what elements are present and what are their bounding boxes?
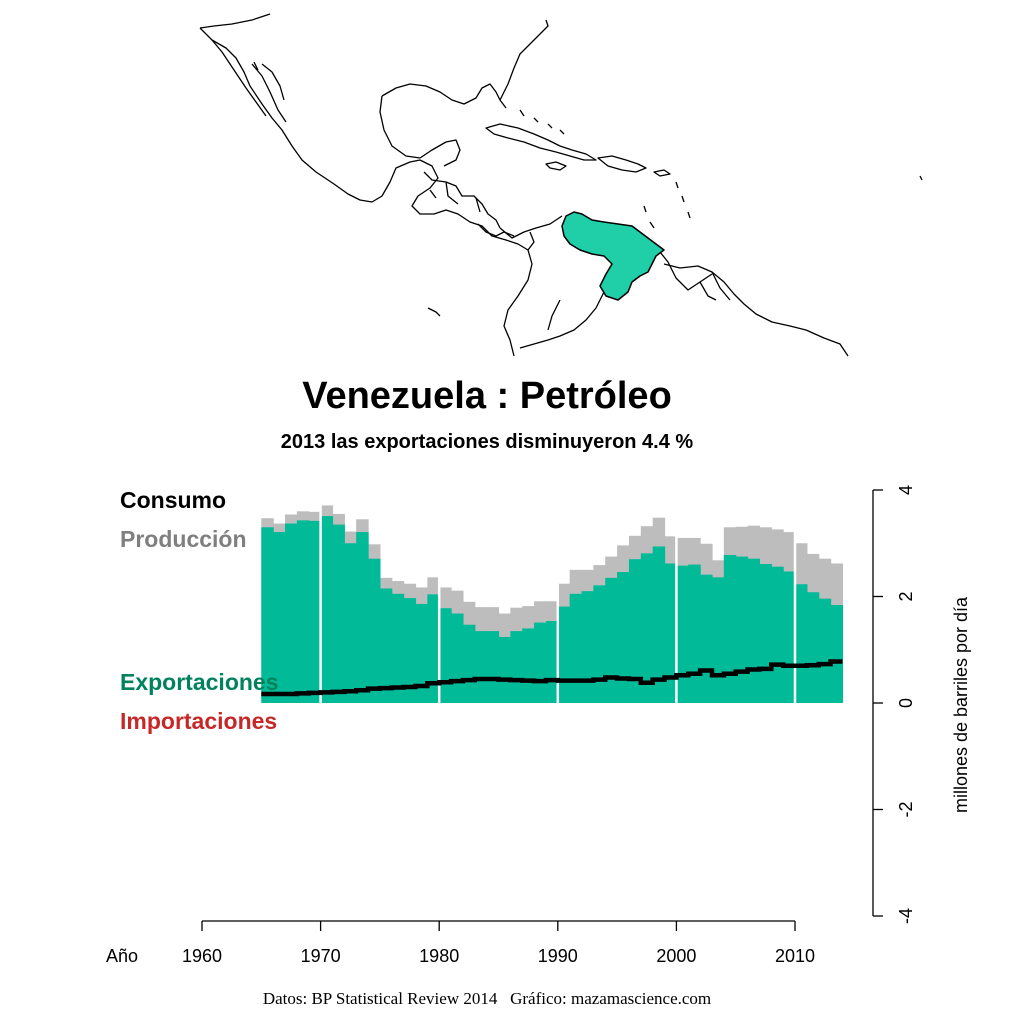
exports-bar [806,592,820,703]
exports-bar [332,524,345,703]
cuba [485,123,597,161]
puerto-rico [653,169,671,177]
panama [477,223,515,237]
exports-bar [688,564,701,703]
y-tick-label: 0 [896,698,916,708]
exports-bar [545,620,559,703]
exports-bar [379,588,393,703]
exports-bar [700,574,713,703]
exports-bar [273,532,286,703]
y-tick-label: -4 [896,908,916,924]
us-gulf-coast [199,13,549,109]
y-tick-label: -2 [896,801,916,817]
exports-bar [415,603,428,703]
exports-bar [522,628,535,703]
y-tick-label: 4 [896,485,916,495]
yucatan [379,95,461,167]
exports-bar [771,566,784,703]
exports-bar [747,558,761,703]
exports-bar [628,559,642,703]
chart-title: Venezuela : Petróleo [302,375,672,417]
exports-bar [723,554,737,703]
y-tick-label: 2 [896,591,916,601]
guyana-borders [659,251,731,301]
chart-subtitle: 2013 las exportaciones disminuyeron 4.4 … [281,431,694,453]
exports-bar [735,556,749,703]
exports-bar [664,563,677,703]
exports-bar [320,516,334,703]
region-map [199,13,923,357]
exports-bar [261,527,274,703]
exports-bar [795,584,808,703]
exports-bar [676,565,689,703]
lesser-antilles [643,181,691,229]
exports-bar [344,543,357,703]
y-axis-title: millones de barriles por día [951,596,971,813]
exports-bar [498,636,511,703]
exports-bar [652,546,666,703]
venezuela-highlight [561,211,665,301]
exports-bar [818,598,832,703]
x-tick-label: 2010 [775,946,815,966]
axes: 1960 1970 1980 1990 2000 2010 4 2 0 -2 -4 [182,485,916,966]
exports-bar [451,613,464,703]
exports-bar [368,558,381,703]
exports-bar [557,606,571,703]
x-axis-title: Año [106,946,138,966]
hispaniola [597,155,647,173]
mexico-pacific-coast [211,39,287,123]
exports-bar [593,585,606,703]
consumption-line [261,659,843,697]
x-tick-label: 1960 [182,946,222,966]
x-tick-label: 1980 [419,946,459,966]
exports-bar [296,520,310,703]
exports-bar [569,593,583,703]
central-america-borders [423,171,501,229]
exports-bar [759,564,772,703]
exports-bar [356,532,369,703]
x-tick-label: 1970 [301,946,341,966]
legend-consumo: Consumo [120,487,226,513]
exports-bar [830,605,844,703]
legend-exportaciones: Exportaciones [120,669,279,695]
exports-bar [534,622,547,703]
isolated-islands [253,61,923,317]
exports-bar [581,591,594,703]
legend-importaciones: Importaciones [120,708,277,734]
footer-credit: Datos: BP Statistical Review 2014 Gráfic… [263,989,711,1008]
exports-bar [285,523,298,703]
exports-bar [617,572,630,703]
exports-bar [308,520,322,703]
exports-bar [783,571,796,703]
x-tick-label: 2000 [656,946,696,966]
exports-bar [510,631,523,703]
x-tick-label: 1990 [538,946,578,966]
exports-bar [486,631,500,703]
exports-bar [711,577,725,703]
exports-bar [403,598,417,703]
exports-bar [640,553,654,703]
plot-area [261,500,844,703]
south-america-outline [499,215,849,357]
legend-produccion: Producción [120,526,247,552]
exports-bar [427,594,440,703]
exports-bar [391,593,405,703]
exports-bar [439,608,452,703]
jamaica [545,161,567,171]
exports-bar [474,631,488,703]
exports-bar [605,577,618,703]
exports-bar [462,624,476,703]
bahamas [519,109,565,135]
